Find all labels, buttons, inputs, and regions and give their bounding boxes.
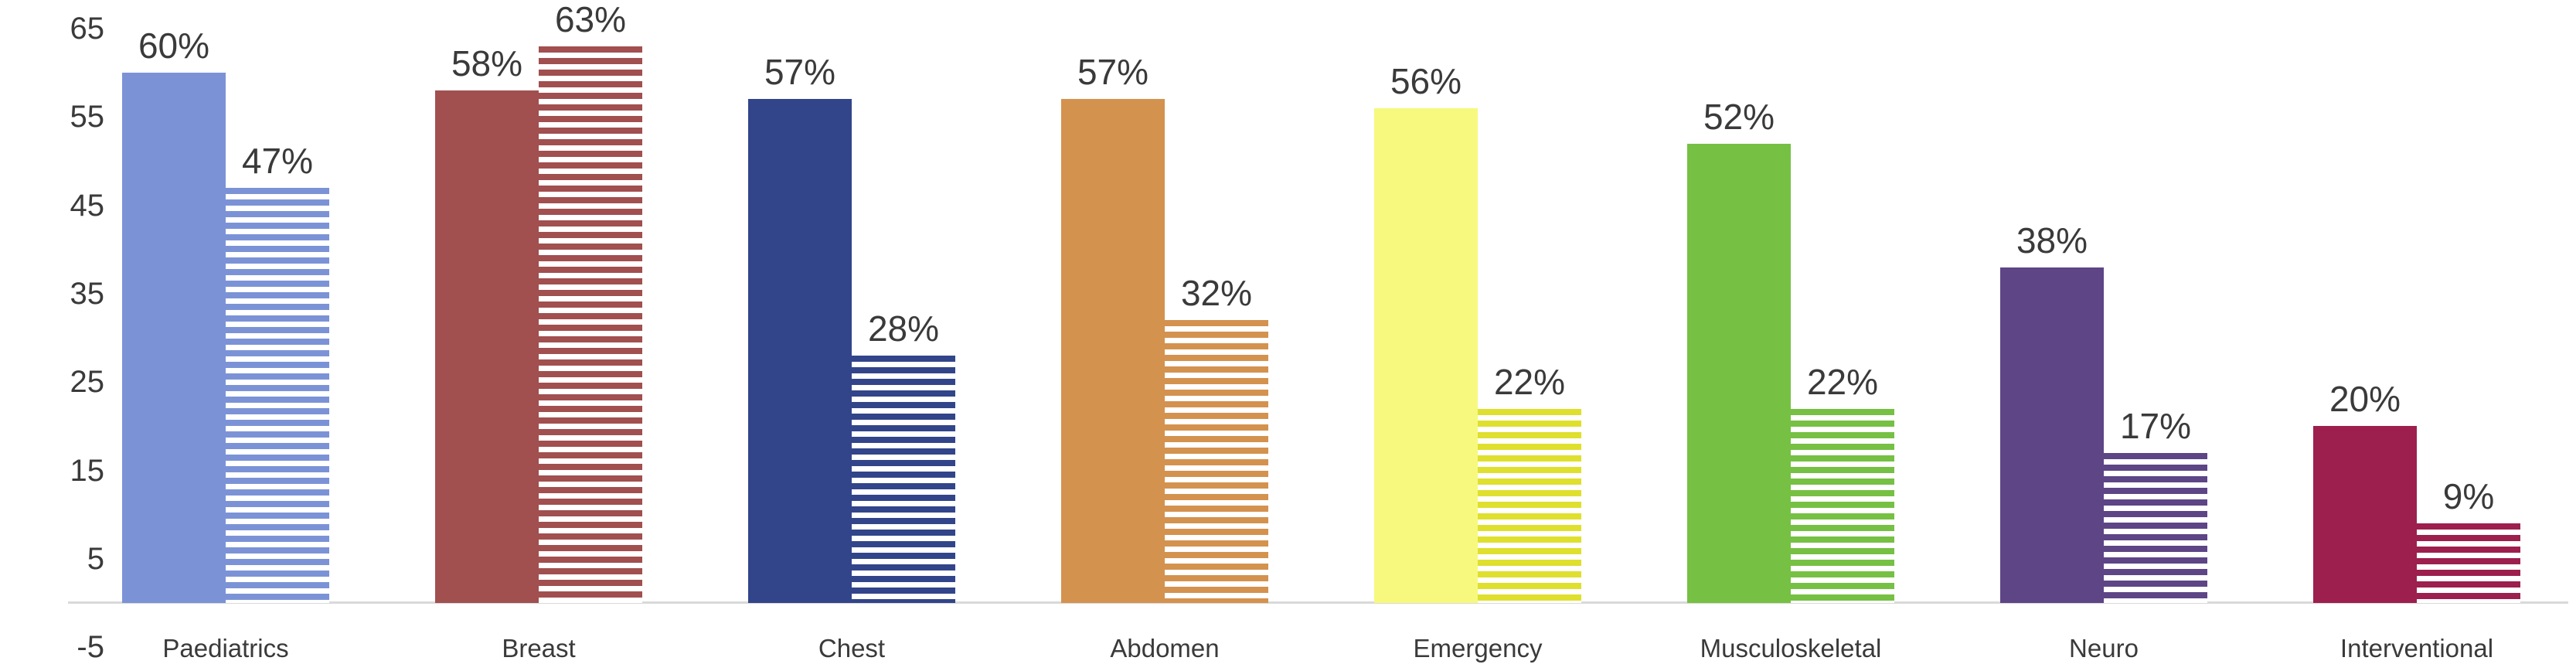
y-axis-tick-label: 35	[70, 276, 105, 311]
value-label-striped: 63%	[554, 0, 627, 39]
value-label-striped: 32%	[1180, 273, 1253, 314]
value-label-striped: 47%	[241, 140, 314, 181]
striped-bar-interventional	[2417, 523, 2520, 603]
solid-bar-musculoskeletal	[1687, 143, 1791, 603]
value-label-striped: 17%	[2119, 405, 2192, 446]
y-axis-tick-label: 55	[70, 100, 105, 135]
solid-bar-interventional	[2313, 426, 2417, 603]
category-label-abdomen: Abdomen	[1110, 634, 1220, 662]
value-label-solid: 57%	[764, 52, 836, 93]
solid-bar-abdomen	[1061, 99, 1165, 603]
striped-bar-paediatrics	[226, 187, 329, 603]
value-label-striped: 28%	[867, 308, 940, 349]
category-label-interventional: Interventional	[2339, 634, 2494, 662]
y-axis-tick-label: 65	[70, 12, 105, 46]
striped-bar-breast	[539, 46, 642, 603]
striped-bar-emergency	[1478, 408, 1581, 603]
solid-bar-emergency	[1374, 107, 1478, 603]
category-label-chest: Chest	[818, 634, 886, 662]
category-label-paediatrics: Paediatrics	[162, 634, 289, 662]
value-label-striped: 22%	[1806, 361, 1879, 402]
category-label-musculoskeletal: Musculoskeletal	[1700, 634, 1882, 662]
y-axis-tick-label: 45	[70, 188, 105, 223]
striped-bar-abdomen	[1165, 320, 1268, 603]
value-label-solid: 57%	[1077, 52, 1149, 93]
category-label-neuro: Neuro	[2069, 634, 2139, 662]
y-axis-tick-label: 15	[70, 453, 105, 488]
value-label-solid: 20%	[2329, 379, 2401, 420]
striped-bar-neuro	[2104, 452, 2207, 603]
value-label-solid: 52%	[1703, 96, 1775, 137]
category-label-breast: Breast	[502, 634, 576, 662]
solid-bar-chest	[748, 99, 852, 603]
value-label-solid: 38%	[2016, 220, 2088, 261]
x-axis-line	[68, 601, 2568, 604]
y-axis-tick-label: 5	[87, 541, 104, 576]
category-label-emergency: Emergency	[1413, 634, 1543, 662]
value-label-striped: 22%	[1493, 361, 1566, 402]
solid-bar-paediatrics	[122, 73, 226, 603]
value-label-solid: 58%	[451, 43, 523, 84]
value-label-solid: 56%	[1390, 60, 1462, 101]
striped-bar-chest	[852, 355, 955, 603]
solid-bar-breast	[435, 90, 539, 603]
y-axis-tick-label: -5	[77, 630, 104, 665]
value-label-striped: 9%	[2442, 476, 2495, 517]
striped-bar-musculoskeletal	[1791, 408, 1894, 603]
value-label-solid: 60%	[138, 26, 210, 66]
solid-bar-neuro	[2000, 267, 2104, 603]
y-axis-tick-label: 25	[70, 365, 105, 400]
